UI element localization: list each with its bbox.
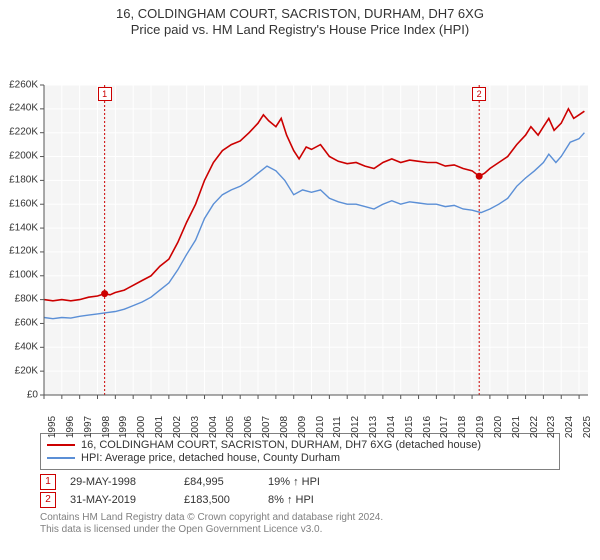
plot-background: [44, 85, 588, 395]
y-tick-label: £160K: [4, 198, 38, 209]
y-tick-label: £60K: [4, 317, 38, 328]
y-tick-label: £180K: [4, 174, 38, 185]
y-tick-label: £40K: [4, 341, 38, 352]
x-tick-label: 2008: [279, 415, 290, 437]
x-tick-label: 2016: [422, 415, 433, 437]
footer-line-1: Contains HM Land Registry data © Crown c…: [40, 512, 560, 525]
x-tick-label: 1995: [47, 415, 58, 437]
x-tick-label: 2010: [315, 415, 326, 437]
x-tick-label: 2006: [243, 415, 254, 437]
sale-index-box: 2: [40, 492, 56, 508]
sale-index-box: 1: [40, 474, 56, 490]
y-tick-label: £220K: [4, 127, 38, 138]
sale-price: £183,500: [184, 494, 254, 506]
x-tick-label: 2023: [546, 415, 557, 437]
y-tick-label: £240K: [4, 103, 38, 114]
x-tick-label: 2012: [350, 415, 361, 437]
x-tick-label: 2000: [136, 415, 147, 437]
legend-row: HPI: Average price, detached house, Coun…: [47, 452, 553, 464]
legend-swatch: [47, 457, 75, 459]
sale-delta: 19% ↑ HPI: [268, 476, 320, 488]
x-tick-label: 2019: [475, 415, 486, 437]
y-tick-label: £100K: [4, 270, 38, 281]
x-tick-label: 2017: [439, 415, 450, 437]
x-tick-label: 2013: [368, 415, 379, 437]
legend-row: 16, COLDINGHAM COURT, SACRISTON, DURHAM,…: [47, 439, 553, 451]
x-tick-label: 1996: [65, 415, 76, 437]
footer: Contains HM Land Registry data © Crown c…: [40, 512, 560, 537]
y-tick-label: £20K: [4, 365, 38, 376]
x-tick-label: 2009: [297, 415, 308, 437]
x-tick-label: 1997: [83, 415, 94, 437]
x-tick-label: 2022: [529, 415, 540, 437]
legend-label: 16, COLDINGHAM COURT, SACRISTON, DURHAM,…: [81, 439, 481, 451]
title-line-1: 16, COLDINGHAM COURT, SACRISTON, DURHAM,…: [0, 6, 600, 22]
x-tick-label: 1998: [101, 415, 112, 437]
x-tick-label: 2025: [582, 415, 593, 437]
legend-swatch: [47, 444, 75, 446]
price-chart: £0 £20K £40K £60K £80K £100K £120K £140K £160K £1…: [0, 39, 600, 429]
x-tick-label: 2015: [404, 415, 415, 437]
x-tick-label: 2005: [225, 415, 236, 437]
x-tick-label: 2024: [564, 415, 575, 437]
legend-label: HPI: Average price, detached house, Coun…: [81, 452, 340, 464]
y-tick-label: £120K: [4, 246, 38, 257]
chart-svg: [0, 39, 600, 429]
x-tick-label: 2021: [511, 415, 522, 437]
footer-line-2: This data is licensed under the Open Gov…: [40, 524, 560, 537]
y-tick-label: £260K: [4, 79, 38, 90]
x-tick-label: 1999: [118, 415, 129, 437]
sale-price: £84,995: [184, 476, 254, 488]
y-tick-label: £80K: [4, 294, 38, 305]
x-tick-label: 2004: [208, 415, 219, 437]
x-tick-label: 2003: [190, 415, 201, 437]
x-tick-label: 2001: [154, 415, 165, 437]
y-tick-label: £200K: [4, 151, 38, 162]
x-tick-label: 2011: [332, 416, 343, 438]
sale-delta: 8% ↑ HPI: [268, 494, 314, 506]
x-tick-label: 2014: [386, 415, 397, 437]
y-tick-label: £140K: [4, 222, 38, 233]
sale-date: 29-MAY-1998: [70, 476, 170, 488]
y-tick-label: £0: [4, 389, 38, 400]
x-tick-label: 2020: [493, 415, 504, 437]
x-tick-label: 2018: [457, 415, 468, 437]
sales-table: 1 29-MAY-1998 £84,995 19% ↑ HPI 2 31-MAY-2019…: [40, 474, 560, 508]
sale-row: 2 31-MAY-2019 £183,500 8% ↑ HPI: [40, 492, 560, 508]
sale-marker-dot: [101, 290, 108, 297]
sale-marker-dot: [476, 172, 483, 179]
sale-marker-label: 1: [98, 87, 112, 101]
title-line-2: Price paid vs. HM Land Registry's House …: [0, 22, 600, 38]
x-tick-label: 2007: [261, 415, 272, 437]
sale-marker-label: 2: [472, 87, 486, 101]
chart-title: 16, COLDINGHAM COURT, SACRISTON, DURHAM,…: [0, 0, 600, 39]
sale-date: 31-MAY-2019: [70, 494, 170, 506]
x-tick-label: 2002: [172, 415, 183, 437]
sale-row: 1 29-MAY-1998 £84,995 19% ↑ HPI: [40, 474, 560, 490]
